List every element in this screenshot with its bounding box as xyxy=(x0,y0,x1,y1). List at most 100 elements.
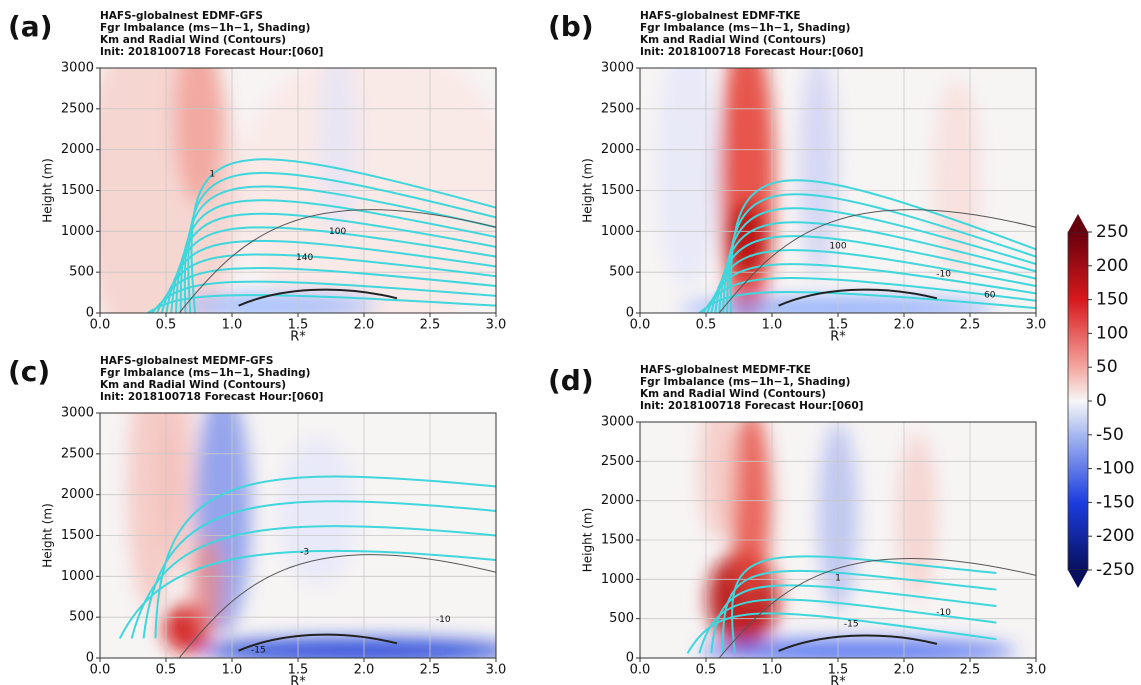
shading-blob xyxy=(278,437,358,585)
contour-label: 140 xyxy=(296,253,313,263)
y-tick-label: 2000 xyxy=(61,487,94,502)
x-tick-label: 0.5 xyxy=(156,318,177,333)
y-tick-label: 1500 xyxy=(61,528,94,543)
panel-title: Fgr Imbalance (ms−1h−1, Shading) xyxy=(100,367,310,379)
x-tick-label: 1.5 xyxy=(828,318,849,333)
wind-contour xyxy=(710,584,997,654)
x-tick-label: 2.5 xyxy=(420,663,441,678)
km-contour xyxy=(178,209,496,313)
colorbar-tick-label: -250 xyxy=(1096,560,1135,580)
x-axis-label: R* xyxy=(830,330,846,345)
shading-blob xyxy=(191,535,223,634)
contour-label: -10 xyxy=(936,608,951,618)
x-tick-label: 1.5 xyxy=(288,318,309,333)
x-tick-label: 2.5 xyxy=(420,318,441,333)
colorbar-tick-label: -100 xyxy=(1096,459,1135,479)
x-tick-label: 2.0 xyxy=(354,318,375,333)
x-tick-label: 2.0 xyxy=(894,318,915,333)
contour-label: -3 xyxy=(300,547,309,557)
y-tick-label: 0 xyxy=(626,306,634,321)
y-tick-label: 1000 xyxy=(61,224,94,239)
y-tick-label: 0 xyxy=(626,651,634,666)
panel-title: HAFS-globalnest MEDMF-TKE xyxy=(640,364,811,376)
wind-contour xyxy=(686,612,997,654)
plot-area: 100 140 1 xyxy=(100,68,496,313)
shading-blob xyxy=(179,293,378,313)
panel-label: (a) xyxy=(8,10,53,43)
colorbar-tick-label: 0 xyxy=(1096,391,1107,411)
y-tick-label: 500 xyxy=(609,265,634,280)
contour-label: -15 xyxy=(844,620,859,630)
km-contour xyxy=(778,288,938,307)
x-tick-label: 0.0 xyxy=(630,318,651,333)
x-tick-label: 1.0 xyxy=(222,318,243,333)
wind-contour xyxy=(698,598,997,654)
panel-title: Km and Radial Wind (Contours) xyxy=(640,34,826,46)
panel-label: (d) xyxy=(548,364,594,397)
x-axis-label: R* xyxy=(290,330,306,345)
panel-title: Init: 2018100718 Forecast Hour:[060] xyxy=(100,391,323,403)
contour-label: -10 xyxy=(936,269,951,279)
contour-label: 1 xyxy=(835,573,841,583)
x-tick-label: 3.0 xyxy=(1026,663,1047,678)
x-tick-label: 0.0 xyxy=(630,663,651,678)
wind-contour xyxy=(718,221,1036,313)
panel-label: (b) xyxy=(548,10,594,43)
panel-title: HAFS-globalnest MEDMF-GFS xyxy=(100,355,273,367)
x-tick-label: 3.0 xyxy=(486,318,507,333)
km-contour xyxy=(178,554,496,658)
shading-blob xyxy=(731,422,771,599)
y-tick-label: 1000 xyxy=(601,224,634,239)
colorbar-arrow-bottom xyxy=(1068,570,1088,588)
wind-contour xyxy=(170,226,496,313)
shading-blob xyxy=(699,422,739,540)
y-axis-label: Height (m) xyxy=(581,508,595,573)
wind-contour xyxy=(729,179,1036,313)
y-tick-label: 2000 xyxy=(61,142,94,157)
contour-label: 100 xyxy=(829,242,846,252)
y-tick-label: 2500 xyxy=(61,101,94,116)
colorbar-tick-label: 250 xyxy=(1096,222,1128,242)
x-tick-label: 0.0 xyxy=(90,663,111,678)
shading-blob xyxy=(655,68,720,289)
colorbar: 250 200 150 100 50 0 -50 -100 -150 -200 -250 xyxy=(1067,214,1135,588)
y-tick-label: 500 xyxy=(69,265,94,280)
plot-area: 100 -10 60 xyxy=(640,68,1036,313)
km-contour xyxy=(718,209,1036,313)
x-tick-label: 0.5 xyxy=(696,663,717,678)
wind-contour xyxy=(721,569,997,654)
contour-label: 100 xyxy=(329,227,346,237)
x-tick-label: 2.5 xyxy=(960,663,981,678)
x-tick-label: 1.0 xyxy=(222,663,243,678)
panel-label: (c) xyxy=(8,355,50,388)
y-tick-label: 500 xyxy=(69,610,94,625)
x-tick-label: 1.0 xyxy=(762,318,783,333)
wind-contour xyxy=(731,555,997,654)
wind-contour xyxy=(726,193,1036,313)
wind-contour xyxy=(175,212,496,313)
x-tick-label: 2.0 xyxy=(894,663,915,678)
km-contour xyxy=(238,288,398,307)
colorbar-tick-label: -150 xyxy=(1096,492,1135,512)
colorbar-tick-label: -200 xyxy=(1096,526,1135,546)
y-tick-label: 3000 xyxy=(61,406,94,421)
panel-title: Init: 2018100718 Forecast Hour:[060] xyxy=(640,400,863,412)
panel-title: Km and Radial Wind (Contours) xyxy=(100,34,286,46)
y-tick-label: 1000 xyxy=(61,569,94,584)
y-tick-label: 3000 xyxy=(601,61,634,76)
y-tick-label: 1500 xyxy=(61,183,94,198)
colorbar-tick-label: 150 xyxy=(1096,290,1128,310)
y-tick-label: 2000 xyxy=(601,493,634,508)
colorbar-tick-label: 200 xyxy=(1096,256,1128,276)
wind-contour xyxy=(190,158,496,313)
x-tick-label: 1.5 xyxy=(828,663,849,678)
contour-label: -10 xyxy=(436,615,451,625)
contour-label: 1 xyxy=(209,170,215,180)
y-axis-label: Height (m) xyxy=(41,503,55,568)
panel-title: HAFS-globalnest EDMF-TKE xyxy=(640,10,801,22)
panel-title: Km and Radial Wind (Contours) xyxy=(100,379,286,391)
panel-title: Fgr Imbalance (ms−1h−1, Shading) xyxy=(100,22,310,34)
